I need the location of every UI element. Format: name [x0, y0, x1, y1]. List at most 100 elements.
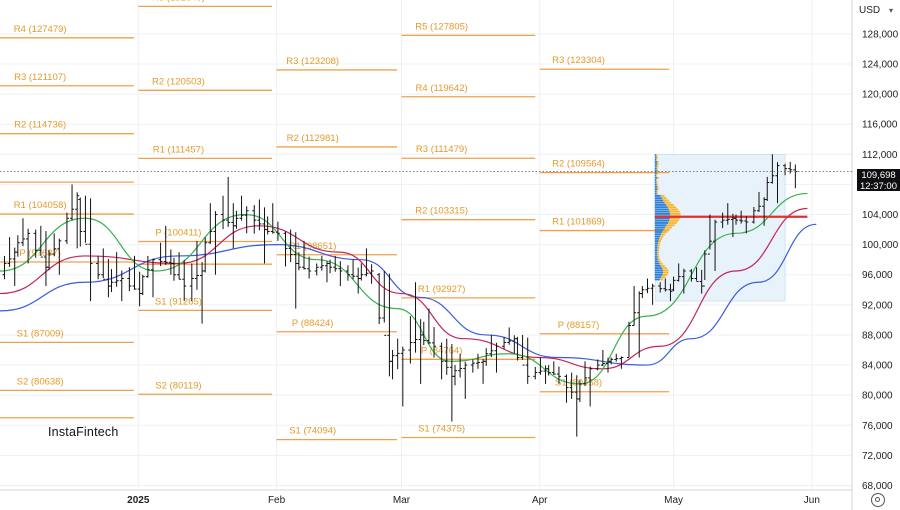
- candle-24-1: [382, 271, 386, 335]
- candle-41-1: [645, 278, 649, 293]
- volume-bar-sell-9: [658, 258, 660, 260]
- candle-6-0: [96, 256, 100, 279]
- volume-bar-sell-2: [662, 274, 667, 276]
- logo: InstaFintech: [48, 425, 119, 439]
- volume-bar-buy-36: [655, 197, 662, 199]
- volume-bar-buy-51: [655, 163, 657, 165]
- candle-22-1: [351, 260, 355, 280]
- volume-bar-sell-46: [656, 175, 657, 177]
- volume-bar-buy-4: [655, 269, 663, 271]
- volume-profile-box: [656, 154, 785, 301]
- currency-selector[interactable]: USD ▾: [853, 2, 897, 20]
- volume-bar-sell-16: [658, 242, 660, 244]
- volume-profile-region: [656, 154, 785, 301]
- volume-bar-buy-3: [655, 272, 663, 274]
- volume-bar-sell-1: [661, 276, 665, 278]
- volume-bar-sell-53: [656, 159, 657, 161]
- pivot-levels: R4 (127479)R3 (121107)R2 (114736)R1 (104…: [0, 0, 669, 440]
- pivot-label-11: R1 (111457): [153, 144, 204, 155]
- volume-bar-sell-5: [662, 267, 667, 269]
- candle-32-1: [507, 327, 511, 344]
- pivot-label-33: S1 (80458): [555, 378, 602, 389]
- volume-bar-sell-52: [657, 161, 659, 163]
- gear-icon[interactable]: [871, 493, 885, 507]
- pivot-label-9: R3 (131649): [152, 0, 205, 3]
- y-tick-label-3: 80,000: [862, 391, 893, 402]
- candle-23-0: [359, 263, 363, 280]
- pivot-label-28: S1 (74375): [418, 424, 465, 435]
- candle-39-1: [614, 354, 618, 362]
- pivot-label-26: R1 (92927): [418, 284, 466, 295]
- pivot-label-25: R2 (103315): [415, 206, 468, 217]
- candle-23-2: [370, 264, 374, 284]
- volume-bar-sell-0: [660, 278, 663, 280]
- volume-bar-buy-15: [655, 245, 658, 247]
- volume-bar-sell-15: [658, 245, 660, 247]
- pivot-label-31: R1 (101869): [552, 217, 605, 228]
- volume-bar-buy-49: [655, 168, 657, 170]
- volume-bar-sell-32: [668, 206, 677, 208]
- candle-29-1: [458, 354, 462, 378]
- volume-bar-sell-51: [657, 163, 659, 165]
- volume-bar-buy-39: [655, 190, 657, 192]
- candle-15-2: [245, 206, 249, 233]
- candle-4-1: [70, 184, 74, 220]
- volume-bar-buy-54: [655, 157, 657, 159]
- pivot-label-30: R2 (109564): [552, 159, 605, 170]
- volume-bar-sell-38: [657, 193, 658, 195]
- volume-bar-buy-33: [655, 204, 666, 206]
- candle-20-2: [325, 261, 329, 282]
- volume-bar-sell-11: [657, 254, 659, 256]
- y-tick-label-15: 128,000: [862, 29, 899, 40]
- candle-0-2: [13, 248, 17, 286]
- candle-27-1: [427, 309, 431, 344]
- volume-bar-buy-16: [655, 242, 658, 244]
- y-tick-label-14: 124,000: [862, 59, 899, 70]
- volume-bar-sell-55: [656, 154, 657, 156]
- volume-bar-buy-7: [655, 263, 660, 265]
- volume-bar-buy-50: [655, 166, 657, 168]
- time-axis: 2025 Feb Mar Apr May Jun: [127, 495, 820, 506]
- volume-bar-sell-8: [658, 260, 660, 262]
- volume-bar-buy-29: [655, 213, 670, 215]
- volume-bar-buy-22: [655, 229, 664, 231]
- last-price-tag: 109,698 12:37:00: [857, 169, 900, 191]
- volume-bar-sell-13: [657, 249, 659, 251]
- volume-bar-buy-17: [655, 240, 659, 242]
- x-tick-label-5: Jun: [804, 495, 820, 506]
- volume-bar-sell-43: [656, 181, 657, 183]
- volume-bar-sell-6: [661, 265, 665, 267]
- volume-bar-sell-22: [664, 229, 670, 231]
- volume-bar-sell-47: [657, 172, 658, 174]
- x-tick-label-1: Feb: [268, 495, 286, 506]
- volume-bar-buy-55: [655, 154, 656, 156]
- volume-bar-sell-26: [669, 220, 679, 222]
- candle-40-2: [637, 291, 641, 357]
- candle-31-0: [484, 348, 488, 366]
- volume-bar-buy-13: [655, 249, 658, 251]
- volume-bar-buy-14: [655, 247, 658, 249]
- candle-33-0: [515, 337, 519, 361]
- volume-bar-buy-23: [655, 227, 665, 229]
- candle-11-0: [172, 258, 176, 281]
- candle-13-1: [208, 203, 212, 244]
- pivot-label-2: R2 (114736): [14, 120, 66, 131]
- candle-39-2: [619, 356, 623, 368]
- volume-bar-sell-29: [670, 213, 680, 215]
- pivot-label-21: S1 (74094): [289, 426, 336, 437]
- volume-bar-buy-31: [655, 208, 669, 210]
- pivot-label-13: S1 (91265): [155, 296, 202, 307]
- candle-41-2: [651, 284, 655, 305]
- volume-bar-buy-25: [655, 222, 668, 224]
- y-tick-label-13: 120,000: [862, 90, 899, 101]
- volume-bar-sell-3: [663, 272, 669, 274]
- candle-16-2: [263, 207, 267, 263]
- candle-34-0: [533, 367, 537, 379]
- y-tick-label-0: 68,000: [862, 481, 893, 492]
- candle-31-1: [489, 335, 493, 357]
- candle-20-1: [320, 256, 324, 271]
- volume-bar-buy-46: [655, 175, 656, 177]
- candle-38-1: [601, 350, 605, 366]
- volume-bar-sell-12: [657, 251, 659, 253]
